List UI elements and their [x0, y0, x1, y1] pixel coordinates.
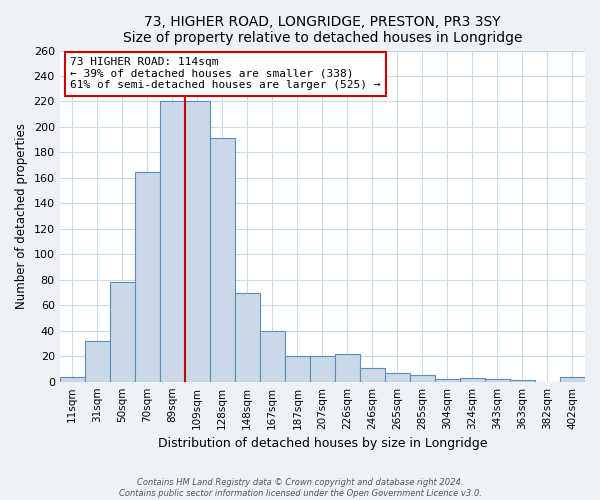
Bar — [335, 354, 360, 382]
Text: 73 HIGHER ROAD: 114sqm
← 39% of detached houses are smaller (338)
61% of semi-de: 73 HIGHER ROAD: 114sqm ← 39% of detached… — [70, 57, 380, 90]
Bar — [360, 368, 385, 382]
Title: 73, HIGHER ROAD, LONGRIDGE, PRESTON, PR3 3SY
Size of property relative to detach: 73, HIGHER ROAD, LONGRIDGE, PRESTON, PR3… — [122, 15, 522, 45]
Bar — [110, 282, 135, 382]
Bar — [160, 102, 185, 382]
Bar — [460, 378, 485, 382]
X-axis label: Distribution of detached houses by size in Longridge: Distribution of detached houses by size … — [158, 437, 487, 450]
Bar — [210, 138, 235, 382]
Bar — [59, 376, 85, 382]
Bar — [85, 341, 110, 382]
Text: Contains HM Land Registry data © Crown copyright and database right 2024.
Contai: Contains HM Land Registry data © Crown c… — [119, 478, 481, 498]
Bar — [285, 356, 310, 382]
Bar — [510, 380, 535, 382]
Bar — [310, 356, 335, 382]
Bar — [135, 172, 160, 382]
Y-axis label: Number of detached properties: Number of detached properties — [15, 123, 28, 309]
Bar — [235, 292, 260, 382]
Bar — [185, 102, 210, 382]
Bar — [385, 373, 410, 382]
Bar — [260, 330, 285, 382]
Bar — [560, 376, 585, 382]
Bar — [410, 376, 435, 382]
Bar — [485, 379, 510, 382]
Bar — [435, 379, 460, 382]
